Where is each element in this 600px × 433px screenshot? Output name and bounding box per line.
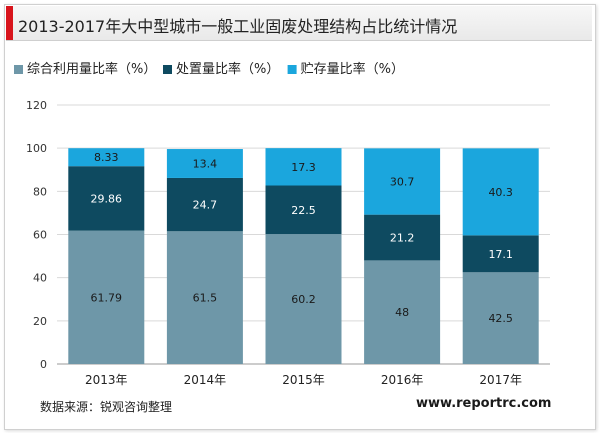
legend-label: 处置量比率（%） [176, 61, 279, 77]
data-label: 61.5 [193, 292, 218, 305]
data-label: 61.79 [91, 291, 123, 304]
data-label: 48 [395, 306, 409, 319]
bar-segment [265, 185, 342, 235]
data-label: 30.7 [390, 176, 415, 189]
bar-segment [68, 230, 145, 364]
bar-segment [166, 177, 243, 232]
bar-segment [265, 148, 342, 186]
bar-segment [462, 148, 539, 236]
x-tick-label: 2014年 [184, 373, 227, 387]
legend-swatch [14, 65, 23, 74]
y-tick-label: 20 [33, 315, 47, 328]
bar-segment [166, 149, 243, 178]
bar-segment [364, 260, 441, 364]
y-tick-label: 0 [40, 358, 47, 371]
bar-segment [364, 148, 441, 215]
x-tick-label: 2013年 [85, 373, 128, 387]
legend-label: 贮存量比率（%） [301, 61, 404, 77]
x-tick-label: 2017年 [479, 373, 522, 387]
data-label: 40.3 [488, 186, 513, 199]
title-bar [6, 6, 592, 41]
data-label: 17.3 [291, 161, 316, 174]
data-label: 8.33 [94, 151, 119, 164]
data-label: 42.5 [488, 312, 513, 325]
data-label: 21.2 [390, 232, 415, 245]
data-label: 60.2 [291, 293, 316, 306]
bar-segment [68, 166, 145, 231]
x-tick-label: 2016年 [381, 373, 424, 387]
data-source: 数据来源：锐观咨询整理 [40, 400, 173, 414]
bar-segment [68, 148, 145, 167]
bar-segment [364, 214, 441, 261]
chart-title: 2013-2017年大中型城市一般工业固废处理结构占比统计情况 [18, 17, 458, 36]
y-tick-label: 80 [33, 185, 47, 198]
y-tick-label: 100 [26, 142, 47, 155]
legend-label: 综合利用量比率（%） [27, 61, 156, 77]
bar-segment [462, 272, 539, 364]
website-label: www.reportrc.com [416, 396, 552, 411]
data-label: 29.86 [91, 192, 123, 205]
y-tick-label: 60 [33, 229, 47, 242]
title-accent [6, 6, 13, 40]
data-label: 13.4 [193, 157, 218, 170]
bar-segment [265, 234, 342, 364]
data-label: 17.1 [488, 248, 513, 261]
x-tick-label: 2015年 [282, 373, 325, 387]
y-tick-label: 40 [33, 272, 47, 285]
data-label: 22.5 [291, 204, 316, 217]
bar-segment [166, 231, 243, 364]
legend-swatch [287, 65, 297, 74]
y-tick-label: 120 [26, 99, 47, 112]
data-label: 24.7 [193, 199, 218, 212]
bar-segment [462, 235, 539, 273]
legend-swatch [163, 65, 172, 74]
